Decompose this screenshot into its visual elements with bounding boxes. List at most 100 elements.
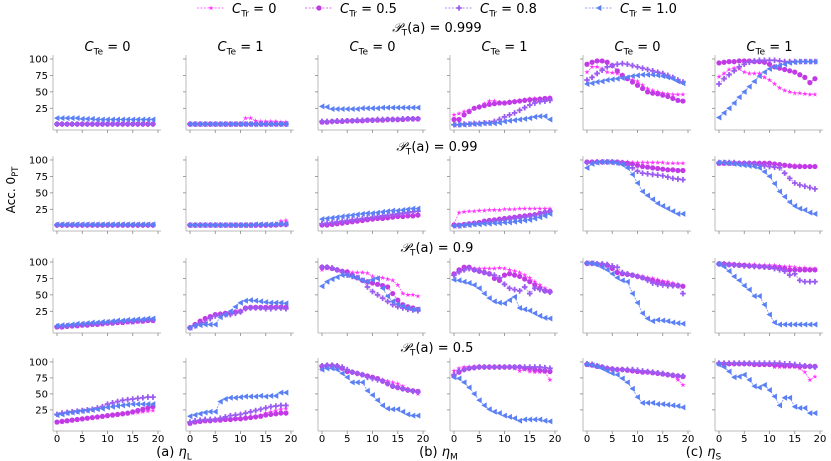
data-point	[99, 116, 105, 123]
data-point	[486, 406, 492, 413]
data-point	[721, 263, 727, 270]
data-point	[354, 269, 361, 275]
data-point	[119, 397, 126, 404]
legend-marker-star-icon	[208, 5, 214, 11]
data-point	[481, 269, 488, 276]
data-point	[192, 412, 198, 419]
data-point	[731, 262, 737, 269]
series-3	[584, 260, 686, 327]
column-title-symbol: C	[217, 40, 227, 55]
data-point	[471, 221, 477, 228]
legend-item[interactable]: CTr = 0.5	[305, 2, 397, 19]
data-point	[324, 215, 330, 222]
data-point	[64, 418, 70, 424]
data-point	[400, 385, 406, 392]
data-point	[766, 163, 773, 170]
data-point	[364, 215, 371, 221]
data-point	[746, 59, 753, 66]
data-point	[202, 121, 208, 128]
data-point	[797, 277, 803, 284]
y-tick-label: 25	[35, 307, 48, 318]
data-point	[721, 364, 727, 371]
data-point	[242, 121, 248, 128]
data-point	[501, 281, 508, 288]
data-point	[766, 61, 773, 67]
data-point	[644, 277, 651, 284]
x-tick-label: 5	[476, 434, 482, 445]
data-point	[491, 98, 498, 104]
data-point	[119, 402, 126, 409]
data-point	[674, 210, 681, 217]
data-point	[461, 108, 467, 114]
data-point	[202, 315, 208, 322]
subplot	[712, 55, 823, 133]
data-point	[634, 168, 641, 174]
data-point	[496, 274, 503, 281]
data-point	[99, 318, 105, 325]
data-point	[669, 208, 676, 215]
y-axis-label-subscript: PT	[10, 166, 20, 177]
data-point	[761, 381, 767, 388]
data-point	[674, 403, 681, 410]
legend-item[interactable]: CTr = 0.8	[445, 2, 537, 19]
data-point	[476, 265, 482, 271]
data-point	[731, 65, 737, 71]
data-point	[456, 365, 462, 371]
legend-item[interactable]: CTr = 0	[197, 2, 276, 19]
data-point	[349, 117, 356, 124]
data-point	[644, 315, 650, 322]
data-point	[634, 179, 640, 186]
legend-item[interactable]: CTr = 1.0	[585, 2, 677, 19]
data-point	[64, 322, 70, 329]
y-tick-label: 100	[29, 54, 48, 65]
data-point	[776, 402, 782, 409]
legend-label-symbol: C	[232, 2, 242, 17]
data-point	[491, 207, 498, 213]
series-2	[584, 260, 686, 297]
data-point	[645, 89, 651, 95]
data-point	[599, 67, 605, 73]
data-point	[384, 212, 391, 219]
data-point	[766, 311, 772, 318]
data-point	[476, 364, 483, 370]
data-point	[654, 401, 661, 408]
data-point	[354, 117, 361, 123]
data-point	[389, 116, 396, 123]
legend-label-rest: = 1.0	[637, 2, 677, 17]
data-point	[634, 367, 641, 374]
series-2	[716, 360, 818, 370]
data-point	[751, 70, 758, 76]
data-point	[746, 360, 753, 366]
data-point	[741, 69, 747, 75]
data-point	[761, 163, 768, 169]
data-point	[247, 393, 253, 400]
column-title-rest: = 1	[500, 40, 527, 55]
subplot: 0 5 10 15 20	[712, 358, 826, 445]
data-point	[527, 97, 533, 103]
data-point	[144, 315, 151, 322]
data-point	[212, 121, 218, 128]
series-2	[584, 60, 686, 85]
data-point	[669, 402, 676, 409]
data-point	[806, 321, 813, 328]
data-point	[109, 121, 116, 127]
data-point	[263, 412, 269, 418]
data-point	[802, 369, 808, 375]
data-point	[594, 159, 600, 166]
data-point	[781, 361, 788, 367]
data-point	[319, 366, 325, 373]
y-tick-label: 75	[35, 274, 48, 285]
data-point	[501, 219, 507, 226]
data-point	[267, 221, 274, 228]
series-line	[587, 262, 684, 325]
data-point	[69, 221, 75, 228]
data-point	[506, 99, 513, 105]
data-point	[410, 292, 416, 298]
data-point	[792, 264, 798, 270]
data-point	[150, 394, 156, 400]
data-point	[526, 216, 533, 223]
data-point	[197, 121, 203, 128]
data-point	[664, 205, 671, 212]
data-point	[792, 267, 798, 273]
data-point	[222, 121, 228, 128]
